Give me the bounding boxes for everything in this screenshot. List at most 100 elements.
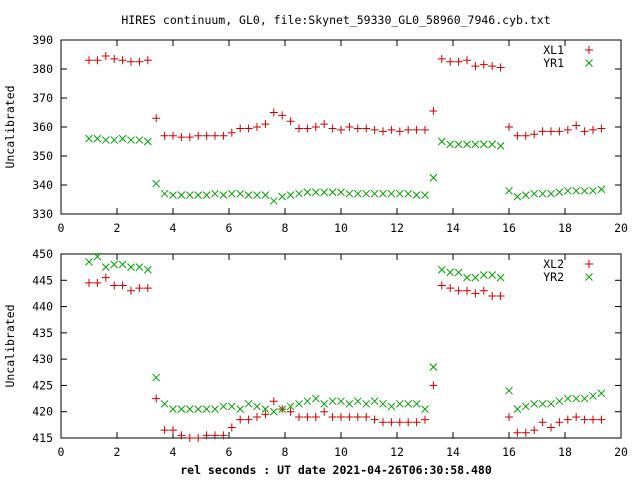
y-tick-label: 440 <box>32 300 53 314</box>
data-point <box>538 127 547 136</box>
data-point <box>589 392 597 400</box>
data-point <box>505 412 513 421</box>
data-point <box>244 191 253 200</box>
data-point <box>185 434 194 442</box>
data-point <box>580 394 589 403</box>
series-yr2 <box>85 252 606 416</box>
data-point <box>353 189 362 198</box>
data-point <box>269 407 278 416</box>
data-point <box>521 428 530 437</box>
data-point <box>421 415 429 424</box>
x-tick-label: 2 <box>114 221 121 235</box>
data-point <box>555 188 564 197</box>
data-point <box>194 131 203 140</box>
data-point <box>345 189 354 198</box>
data-point <box>505 186 513 195</box>
data-point <box>93 278 102 287</box>
data-point <box>379 399 387 408</box>
data-point <box>227 402 236 411</box>
data-point <box>463 56 471 65</box>
y-tick-label: 425 <box>32 378 53 392</box>
data-point <box>236 415 245 424</box>
data-point <box>320 120 329 129</box>
data-point <box>580 415 589 424</box>
data-point <box>547 127 555 136</box>
data-point <box>429 107 438 116</box>
data-point <box>169 405 177 413</box>
data-point <box>311 412 320 421</box>
data-point <box>463 273 471 282</box>
data-point <box>563 415 572 424</box>
data-point <box>295 124 303 133</box>
data-point <box>219 191 228 200</box>
data-point <box>479 140 488 149</box>
data-point <box>85 278 93 287</box>
data-point <box>387 402 396 411</box>
data-point <box>278 111 287 120</box>
data-point <box>85 258 93 266</box>
data-point <box>488 62 497 71</box>
data-point <box>446 284 455 293</box>
data-point <box>521 131 530 140</box>
data-point <box>303 412 312 421</box>
x-tick-label: 4 <box>170 445 177 459</box>
x-tick-label: 16 <box>502 221 516 235</box>
data-point <box>387 189 396 198</box>
legend-marker <box>585 59 593 67</box>
data-point <box>479 271 488 279</box>
data-point <box>253 412 261 421</box>
data-point <box>421 125 429 134</box>
data-point <box>253 123 261 131</box>
data-point <box>93 252 102 261</box>
data-point <box>101 263 110 271</box>
data-point <box>118 134 127 143</box>
data-point <box>530 130 539 139</box>
legend-marker <box>585 260 593 268</box>
data-point <box>202 431 211 440</box>
x-tick-label: 0 <box>58 221 65 235</box>
y-tick-label: 380 <box>32 62 53 76</box>
data-point <box>143 284 152 293</box>
x-tick-label: 12 <box>390 221 404 235</box>
data-point <box>185 191 194 200</box>
data-point <box>395 418 404 427</box>
data-point <box>160 131 169 140</box>
y-tick-label: 350 <box>32 149 53 163</box>
data-point <box>244 399 253 408</box>
x-tick-label: 18 <box>558 445 572 459</box>
data-point <box>337 397 345 406</box>
data-point <box>269 197 278 205</box>
data-point <box>143 265 152 274</box>
data-point <box>471 289 480 298</box>
y-tick-label: 340 <box>32 178 53 192</box>
data-point <box>362 399 371 408</box>
data-point <box>547 423 555 432</box>
data-point <box>320 399 329 408</box>
x-axis-label: rel seconds : UT date 2021-04-26T06:30:5… <box>180 463 492 477</box>
data-point <box>118 281 127 290</box>
data-point <box>513 192 522 201</box>
data-point <box>353 124 362 133</box>
data-point <box>370 397 379 406</box>
x-tick-label: 16 <box>502 445 516 459</box>
data-point <box>563 125 572 134</box>
data-point <box>236 405 245 413</box>
data-point <box>505 123 513 131</box>
data-point <box>572 186 581 195</box>
data-point <box>421 191 429 200</box>
plot-frame <box>60 253 622 439</box>
data-point <box>580 127 589 136</box>
data-point <box>236 189 245 198</box>
x-tick-label: 0 <box>58 445 65 459</box>
data-point <box>412 399 421 408</box>
data-point <box>261 191 270 200</box>
data-point <box>530 399 539 408</box>
data-point <box>345 123 354 131</box>
data-point <box>328 412 337 421</box>
data-point <box>295 189 303 198</box>
data-point <box>538 418 547 427</box>
data-point <box>185 133 194 142</box>
data-point <box>353 412 362 421</box>
data-point <box>177 405 186 413</box>
data-point <box>437 265 446 274</box>
